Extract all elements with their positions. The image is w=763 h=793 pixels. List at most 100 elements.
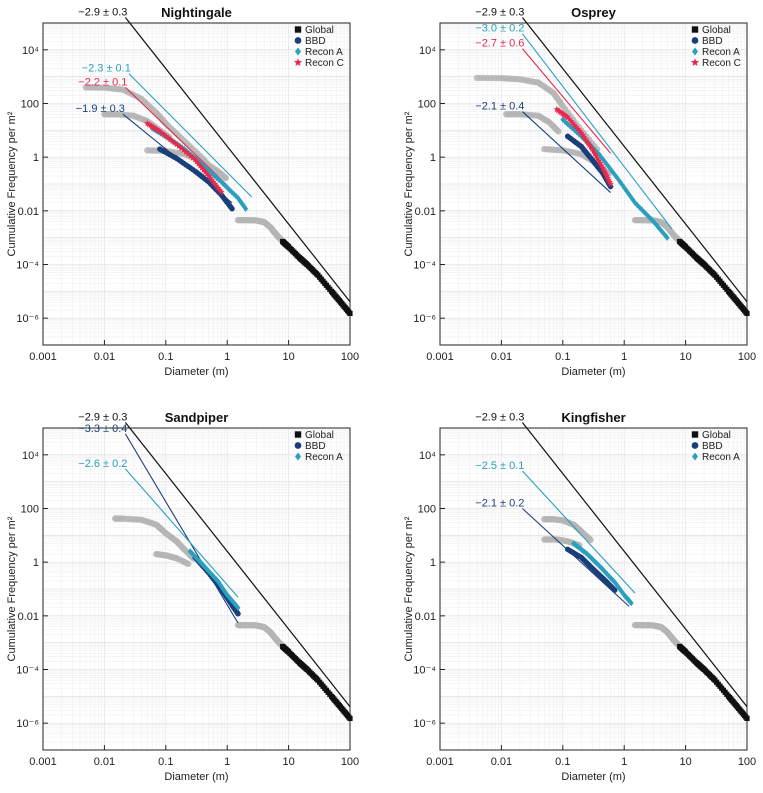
data-point-recon-c: [566, 115, 573, 123]
data-point-recon-c: [182, 148, 190, 155]
y-axis-label: Cumulative Frequency per m²: [6, 516, 18, 661]
data-point-recon-c: [213, 182, 220, 189]
data-point-recon-c: [595, 157, 603, 164]
x-tick-label: 100: [341, 351, 359, 363]
data-point-recon-c: [158, 129, 166, 136]
x-axis-label: Diameter (m): [561, 366, 625, 378]
data-point-recon-c: [175, 142, 183, 150]
data-point-recon-c: [582, 135, 589, 142]
slope-annotations: −2.9 ± 0.3−3.3 ± 0.4 −2.6 ± 0.2: [78, 412, 127, 470]
data-point-recon-c: [162, 132, 170, 140]
legend-marker-recon-c: [293, 58, 303, 66]
y-axis-label: Cumulative Frequency per m²: [403, 516, 415, 661]
x-tick-label: 0.001: [426, 756, 454, 768]
x-tick-label: 0.01: [491, 756, 512, 768]
slope-annotations: −2.9 ± 0.3 −2.3 ± 0.1−2.2 ± 0.1 −1.9 ± 0.3: [76, 7, 131, 116]
x-tick-label: 1: [224, 756, 230, 768]
x-axis-label: Diameter (m): [164, 366, 228, 378]
chart-title: Nightingale: [161, 5, 232, 20]
y-tick-label: 1: [33, 152, 39, 164]
legend-marker-global: [691, 26, 699, 33]
x-tick-label: 1: [621, 756, 627, 768]
reference-point: [222, 174, 230, 182]
data-point-recon-c: [147, 122, 154, 129]
y-tick-label: 10⁻⁶: [413, 718, 436, 730]
y-tick-label: 10⁻⁶: [16, 313, 39, 325]
x-tick-label: 10: [282, 756, 294, 768]
plot-frame: [42, 22, 351, 346]
data-point-recon-c: [579, 131, 586, 138]
fit-line-recon-c: [125, 86, 228, 186]
chart-panel-sandpiper: 0.001 0.01 0.1 1 10 100 10⁻⁶ 10⁻⁴ 0.01 1 100 10⁴ Dia…: [6, 410, 359, 783]
data-point-recon-c: [180, 146, 187, 153]
data-point-recon-c: [587, 143, 595, 150]
x-tick-label: 0.1: [158, 756, 173, 768]
slope-label-recon-a: −2.6 ± 0.2: [78, 458, 127, 470]
grid: [439, 23, 747, 346]
fit-line-recon-c: [522, 48, 611, 154]
data-point-recon-c: [561, 112, 569, 119]
data-point-recon-c: [605, 176, 612, 183]
y-tick-label: 10⁴: [419, 450, 436, 462]
data-point-recon-c: [590, 147, 597, 155]
legend-marker-global: [294, 26, 302, 33]
x-tick-label: 10: [282, 351, 294, 363]
data-point-recon-c: [214, 184, 222, 191]
data-point-recon-a: [664, 234, 670, 241]
y-axis-label: Cumulative Frequency per m²: [403, 111, 415, 256]
chart-panel-nightingale: 0.001 0.01 0.1 1 10 100 10⁻⁶ 10⁻⁴ 0.01 1 100 10⁴ Dia…: [6, 5, 359, 378]
data-point-recon-c: [553, 105, 561, 113]
x-tick-label: 0.1: [555, 756, 570, 768]
legend-marker-recon-a: [692, 452, 698, 461]
data-point-bbd: [229, 205, 235, 212]
x-tick-label: 1: [224, 351, 230, 363]
y-tick-label: 0.01: [18, 611, 39, 623]
data-point-recon-c: [160, 131, 168, 138]
slope-label-recon-c: −2.7 ± 0.6: [475, 38, 524, 50]
data-point-global: [347, 310, 353, 317]
grid: [439, 428, 747, 751]
data-point-recon-c: [169, 137, 176, 144]
legend-label: Global: [702, 25, 731, 36]
data-point-global: [744, 310, 750, 317]
legend-label: Global: [305, 25, 334, 36]
data-point-recon-c: [208, 176, 216, 183]
y-tick-label: 1: [430, 557, 436, 569]
chart-panel-osprey: 0.001 0.01 0.1 1 10 100 10⁻⁶ 10⁻⁴ 0.01 1 100 10⁴ Dia…: [403, 5, 756, 378]
x-tick-label: 0.01: [94, 756, 115, 768]
y-tick-label: 0.01: [415, 611, 436, 623]
data-point-recon-c: [564, 114, 571, 121]
slope-label-global: −2.9 ± 0.3: [78, 7, 127, 19]
y-tick-label: 10⁴: [22, 450, 39, 462]
fit-lines: [521, 17, 748, 303]
data-point-recon-c: [600, 166, 608, 173]
y-tick-label: 10⁴: [419, 45, 436, 57]
x-tick-label: 0.001: [426, 351, 454, 363]
slope-label-bbd: −3.3 ± 0.4: [78, 423, 127, 435]
fit-line-recon-a: [521, 33, 673, 230]
data-point-recon-c: [210, 178, 217, 185]
data-point-recon-c: [584, 139, 592, 146]
data-series: [187, 548, 353, 722]
legend-marker-bbd: [691, 442, 699, 449]
x-axis-label: Diameter (m): [561, 771, 625, 783]
x-tick-label: 0.1: [158, 351, 173, 363]
legend-label: Global: [702, 430, 731, 441]
data-point-recon-c: [607, 180, 614, 187]
legend-label: BBD: [305, 441, 326, 452]
y-tick-label: 0.01: [415, 206, 436, 218]
x-tick-label: 100: [738, 351, 756, 363]
legend-label: Recon A: [702, 452, 740, 463]
data-series: [553, 105, 750, 317]
legend-label: BBD: [305, 36, 326, 47]
chart-title: Kingfisher: [561, 410, 625, 425]
slope-label-global: −2.9 ± 0.3: [78, 412, 127, 424]
y-tick-label: 10⁻⁴: [16, 260, 39, 272]
legend-marker-global: [294, 431, 302, 438]
data-point-recon-c: [156, 128, 164, 135]
fit-line-global: [521, 422, 748, 708]
data-point-recon-c: [171, 139, 178, 146]
